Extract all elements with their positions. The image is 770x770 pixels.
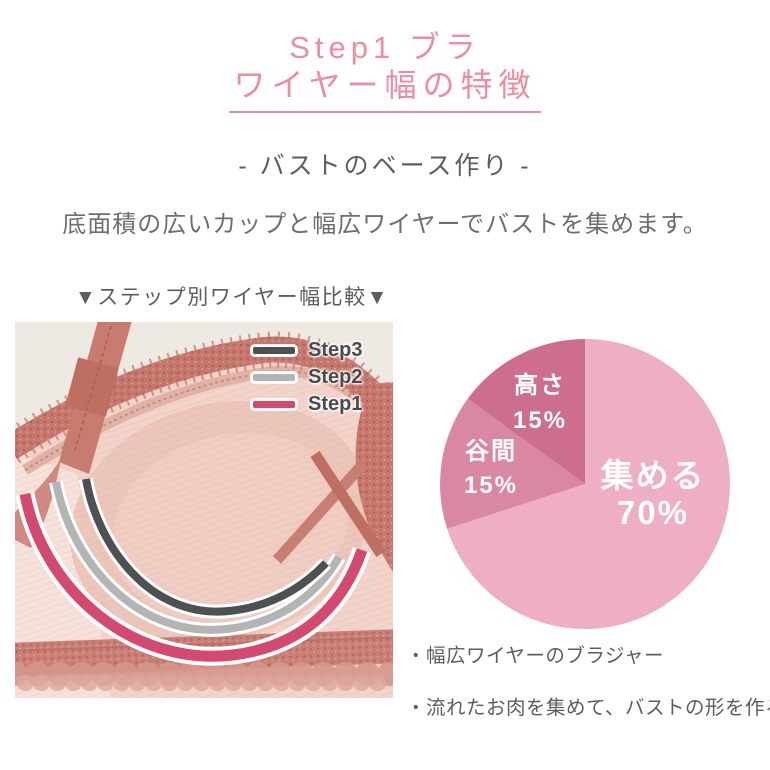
wire-step1-arc [19, 492, 368, 662]
bust-function-pie-chart: 集める 70% 谷間 15% 高さ 15% [438, 337, 732, 631]
wire-step3-arc [82, 478, 329, 616]
wire-legend: Step3 Step2 Step1 [253, 339, 362, 420]
page-title-line1: Step1 ブラ [289, 30, 481, 65]
page-title: Step1 ブラ ワイヤー幅の特徴 [0, 30, 770, 113]
gore-strap-1 [272, 460, 368, 564]
pie-slice-3 [467, 339, 585, 484]
comparison-section-label: ▼ステップ別ワイヤー幅比較▼ [75, 286, 389, 309]
description-text: 底面積の広いカップと幅広ワイヤーでバストを集めます。 [62, 211, 708, 238]
pie-slice-2 [440, 398, 585, 529]
pie-slice-label: 谷間 [465, 438, 517, 465]
strap-adjuster [65, 357, 119, 417]
step2-label: Step2 [308, 365, 363, 388]
wire-step2-arc [52, 481, 343, 634]
pie-slice-label: 15% [513, 407, 567, 434]
pie-slice-1 [447, 339, 731, 629]
step2-line-swatch [253, 373, 295, 381]
step1-line-swatch [253, 400, 295, 408]
bra-illustration [15, 322, 393, 698]
notes-list: ・幅広ワイヤーのブラジャー ・流れたお肉を集めて、バストの形を作る [406, 639, 770, 743]
subtitle: - バストのベース作り - [238, 152, 532, 180]
step1-label: Step1 [308, 392, 363, 415]
legend-row-step3: Step3 [253, 339, 362, 361]
step3-label: Step3 [308, 338, 363, 361]
gore-strap-2 [310, 450, 386, 558]
legend-row-step2: Step2 [253, 366, 362, 388]
note-item-1: ・幅広ワイヤーのブラジャー [406, 645, 665, 667]
pie-slice-label: 高さ [514, 371, 566, 399]
lace-right-texture [355, 382, 393, 572]
pie-slice-label: 15% [464, 472, 518, 499]
pie-slice-label: 70% [617, 494, 689, 531]
page-title-line2: ワイヤー幅の特徴 [229, 66, 541, 113]
pie-slice-label: 集める [600, 457, 706, 494]
note-item-2: ・流れたお肉を集めて、バストの形を作る [406, 697, 770, 719]
legend-row-step1: Step1 [253, 393, 362, 415]
bra-photo: Step3 Step2 Step1 [15, 322, 393, 698]
strap-stitch [74, 325, 112, 451]
step3-line-swatch [253, 346, 295, 354]
